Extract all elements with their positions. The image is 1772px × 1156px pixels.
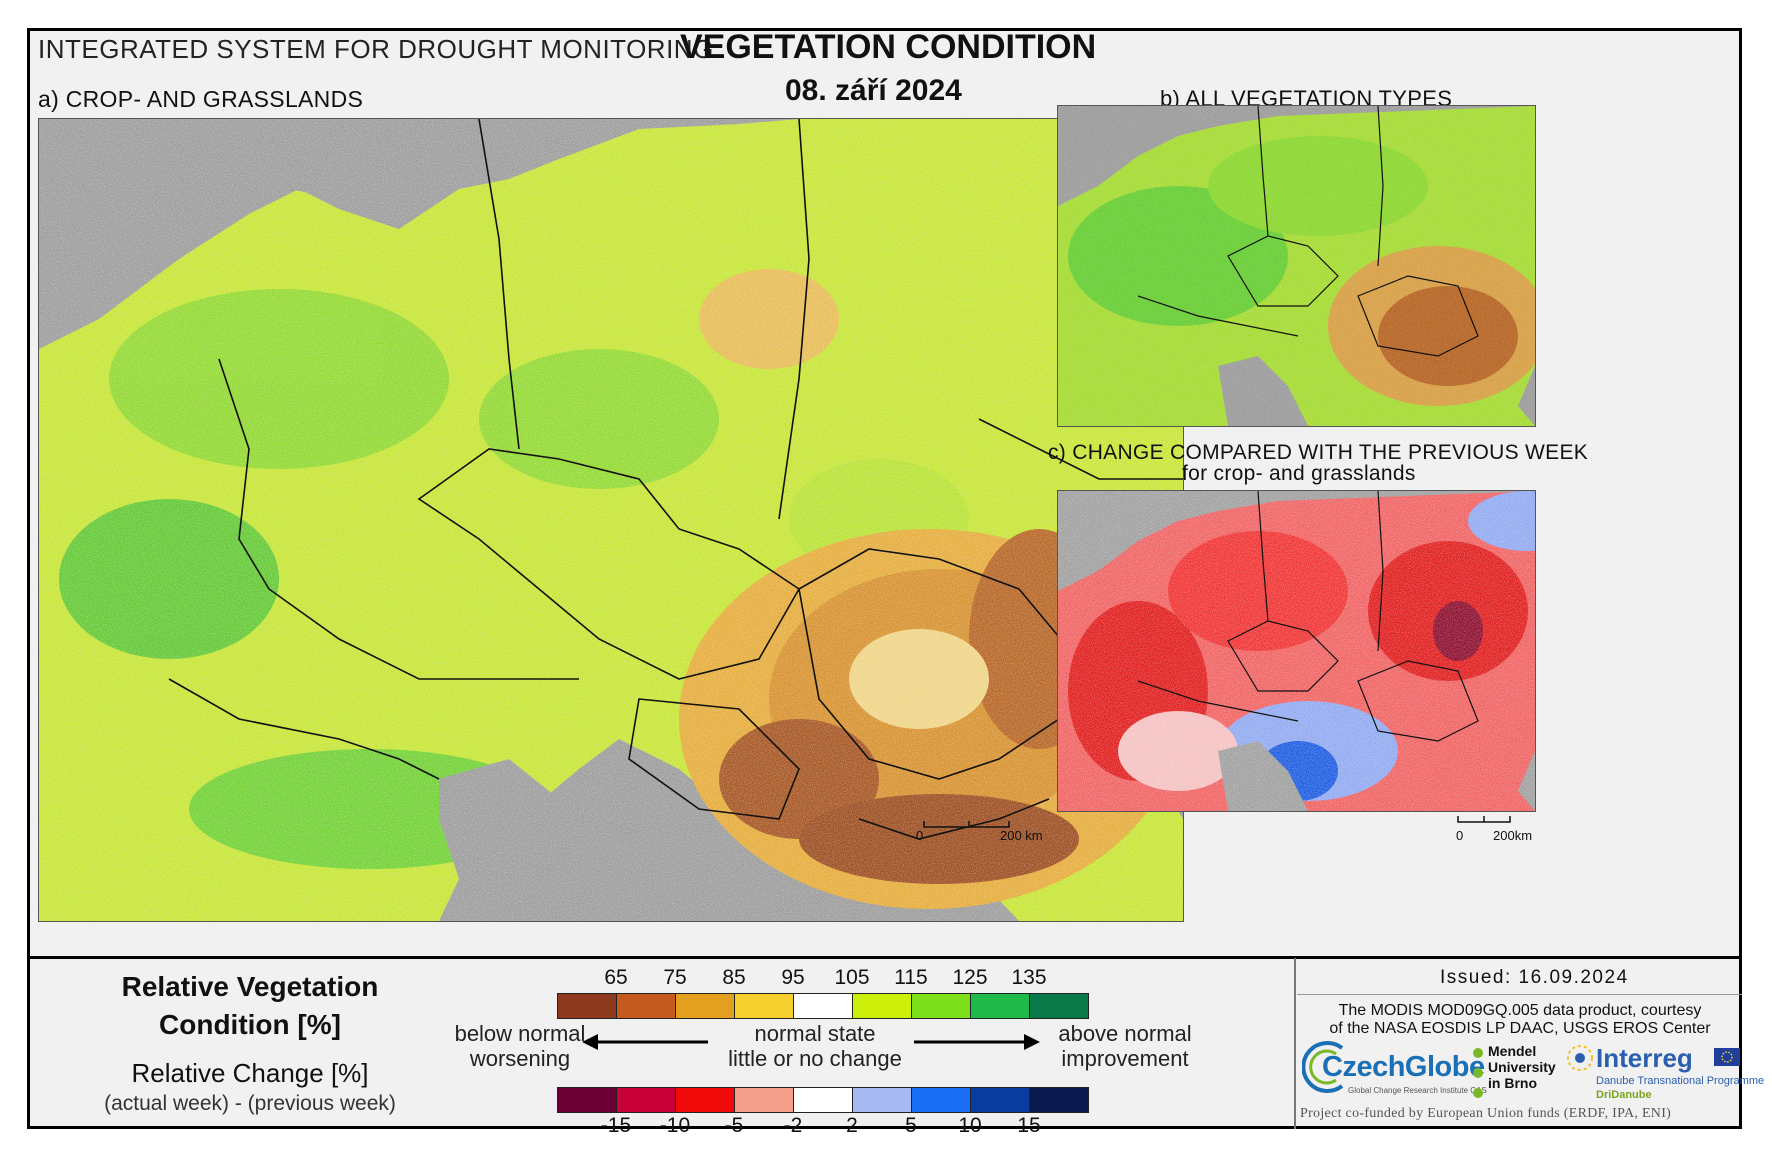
rc-tick: 10 (958, 1114, 982, 1137)
rvc-color-swatch (1030, 994, 1088, 1018)
rvc-tick: 75 (663, 966, 687, 989)
panel-a-map (38, 118, 1184, 922)
mendel-line2: University (1488, 1059, 1556, 1075)
mid-note-2: little or no change (728, 1046, 902, 1071)
panel-a-map-svg (39, 119, 1183, 921)
legend-divider (27, 956, 1742, 959)
interreg-logo-text: Interreg (1596, 1043, 1693, 1073)
panel-b-map (1057, 105, 1536, 427)
system-name: INTEGRATED SYSTEM FOR DROUGHT MONITORING (38, 34, 714, 64)
panel-a-scale-zero: 0 (916, 828, 924, 843)
rc-tick: -5 (724, 1114, 744, 1137)
mid-note: normal state little or no change (710, 1021, 920, 1071)
rc-color-swatch (912, 1088, 971, 1112)
credit-line1: The MODIS MOD09GQ.005 data product, cour… (1338, 1002, 1702, 1019)
left-arrow-icon (582, 1034, 708, 1050)
eu-flag-icon (1714, 1048, 1740, 1066)
rc-tick: -10 (659, 1114, 691, 1137)
rc-color-swatch (1030, 1088, 1088, 1112)
rvc-title-line1: Relative Vegetation (121, 971, 379, 1002)
issued-divider (1297, 994, 1742, 995)
rc-color-swatch (971, 1088, 1030, 1112)
panel-c-scale-end: 200km (1493, 828, 1533, 843)
right-note: above normal improvement (1040, 1021, 1210, 1071)
rvc-tick: 85 (722, 966, 746, 989)
credit-line2: of the NASA EOSDIS LP DAAC, USGS EROS Ce… (1329, 1020, 1711, 1037)
rc-tick: 5 (905, 1114, 917, 1137)
interreg-logo-icon (1567, 1045, 1593, 1071)
rc-tick: 2 (846, 1114, 858, 1137)
rvc-tick: 135 (1011, 966, 1047, 989)
rc-tick: 15 (1017, 1114, 1041, 1137)
right-arrow-icon (914, 1034, 1040, 1050)
czechglobe-logo-text: CzechGlobe (1322, 1051, 1485, 1083)
cofund-note: Project co-funded by European Union fund… (1300, 1106, 1672, 1121)
mid-note-1: normal state (754, 1021, 876, 1046)
right-note-2: improvement (1061, 1046, 1189, 1071)
rvc-title-line2: Condition [%] (159, 1009, 341, 1040)
mendel-line3: in Brno (1488, 1075, 1537, 1091)
data-credit: The MODIS MOD09GQ.005 data product, cour… (1300, 1002, 1740, 1038)
rvc-tick: 95 (781, 966, 805, 989)
panel-c-scale-zero: 0 (1456, 828, 1464, 843)
rvc-tick: 125 (952, 966, 988, 989)
rc-tick: -2 (783, 1114, 803, 1137)
footer-divider (1294, 958, 1296, 1129)
rc-title: Relative Change [%] (131, 1058, 369, 1088)
rvc-tick: 65 (604, 966, 628, 989)
panel-c-label: c) CHANGE COMPARED WITH THE PREVIOUS WEE… (1048, 441, 1589, 464)
rvc-color-swatch (794, 994, 853, 1018)
panel-b-map-svg (1058, 106, 1535, 426)
rc-ticks: -15 -10 -5 -2 2 5 10 15 (0, 1114, 1772, 1140)
rvc-tick: 115 (894, 966, 928, 989)
panel-c-map-svg (1058, 491, 1535, 811)
panel-a-scale-end: 200 km (1000, 828, 1043, 843)
rc-tick: -15 (600, 1114, 632, 1137)
rvc-color-bar (557, 993, 1089, 1019)
rvc-color-swatch (912, 994, 971, 1018)
rvc-color-swatch (735, 994, 794, 1018)
rvc-tick: 105 (834, 966, 870, 989)
right-note-1: above normal (1058, 1021, 1192, 1046)
mendel-logo-icon (1473, 1048, 1483, 1098)
rvc-color-swatch (558, 994, 617, 1018)
left-note-2: worsening (469, 1046, 571, 1071)
rvc-ticks: 65 75 85 95 105 115 125 135 (0, 966, 1772, 992)
rvc-color-swatch (617, 994, 676, 1018)
rvc-color-swatch (971, 994, 1030, 1018)
rc-color-swatch (617, 1088, 676, 1112)
rc-color-swatch (735, 1088, 794, 1112)
panel-c-sublabel: for crop- and grasslands (1182, 462, 1416, 485)
czechglobe-logo-sub: Global Change Research Institute CAS (1348, 1086, 1487, 1095)
panel-a-label: a) CROP- AND GRASSLANDS (38, 86, 364, 112)
panel-c-scale-bar (1457, 816, 1511, 823)
rc-color-bar (557, 1087, 1089, 1113)
map-date: 08. září 2024 (785, 74, 962, 107)
rc-subtitle: (actual week) - (previous week) (104, 1092, 396, 1115)
left-note: below normal worsening (430, 1021, 610, 1071)
rc-color-swatch (794, 1088, 853, 1112)
czechglobe-logo-icon (1302, 1041, 1344, 1093)
left-note-1: below normal (454, 1021, 586, 1046)
interreg-logo-sub: Danube Transnational Programme (1596, 1075, 1765, 1087)
rvc-color-swatch (676, 994, 735, 1018)
rc-color-swatch (853, 1088, 912, 1112)
mendel-line1: Mendel (1488, 1043, 1537, 1059)
rc-color-swatch (558, 1088, 617, 1112)
mendel-logo-text: Mendel University in Brno (1488, 1043, 1556, 1091)
rc-color-swatch (676, 1088, 735, 1112)
page-title: VEGETATION CONDITION (680, 28, 1097, 66)
rvc-title: Relative Vegetation Condition [%] (90, 968, 410, 1044)
interreg-logo-sub2: DriDanube (1596, 1089, 1652, 1101)
issued-date: Issued: 16.09.2024 (1440, 967, 1629, 988)
panel-c-map (1057, 490, 1536, 812)
rvc-color-swatch (853, 994, 912, 1018)
